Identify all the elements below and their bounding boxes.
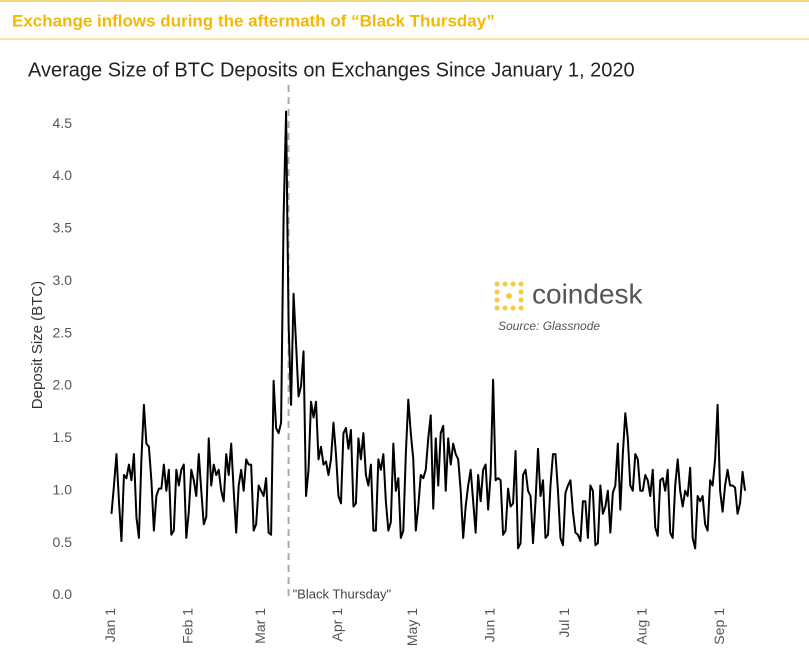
y-tick-label: 1.0: [53, 481, 73, 497]
x-tick-label: Sep 1: [711, 608, 727, 645]
y-tick-label: 3.0: [53, 272, 73, 288]
data-line: [110, 110, 747, 550]
y-tick-label: 1.5: [53, 429, 73, 445]
y-axis-label: Deposit Size (BTC): [29, 281, 46, 409]
watermark: coindesk: [532, 278, 644, 309]
x-tick-label: Apr 1: [329, 608, 345, 642]
x-tick-label: Aug 1: [633, 608, 649, 645]
x-tick-label: Feb 1: [180, 608, 196, 644]
source: Source: Glassnode: [498, 319, 600, 333]
x-tick-label: Jul 1: [556, 608, 572, 638]
y-tick-label: 4.5: [53, 115, 73, 131]
x-tick-label: Jan 1: [102, 608, 118, 642]
x-tick-label: Jun 1: [481, 608, 497, 642]
y-tick-label: 2.0: [53, 377, 73, 393]
y-tick-label: 0.0: [53, 586, 73, 602]
watermark-logo: coindesk: [494, 278, 644, 311]
chart-title: Average Size of BTC Deposits on Exchange…: [28, 59, 635, 81]
y-tick-label: 3.5: [53, 220, 73, 236]
annotation-label: "Black Thursday": [293, 586, 392, 601]
y-tick-label: 4.0: [53, 167, 73, 183]
x-tick-label: Mar 1: [252, 608, 268, 644]
y-tick-label: 2.5: [53, 324, 73, 340]
y-tick-label: 0.5: [53, 534, 73, 550]
x-tick-label: May 1: [404, 608, 420, 646]
header: Exchange inflows during the aftermath of…: [12, 11, 495, 30]
